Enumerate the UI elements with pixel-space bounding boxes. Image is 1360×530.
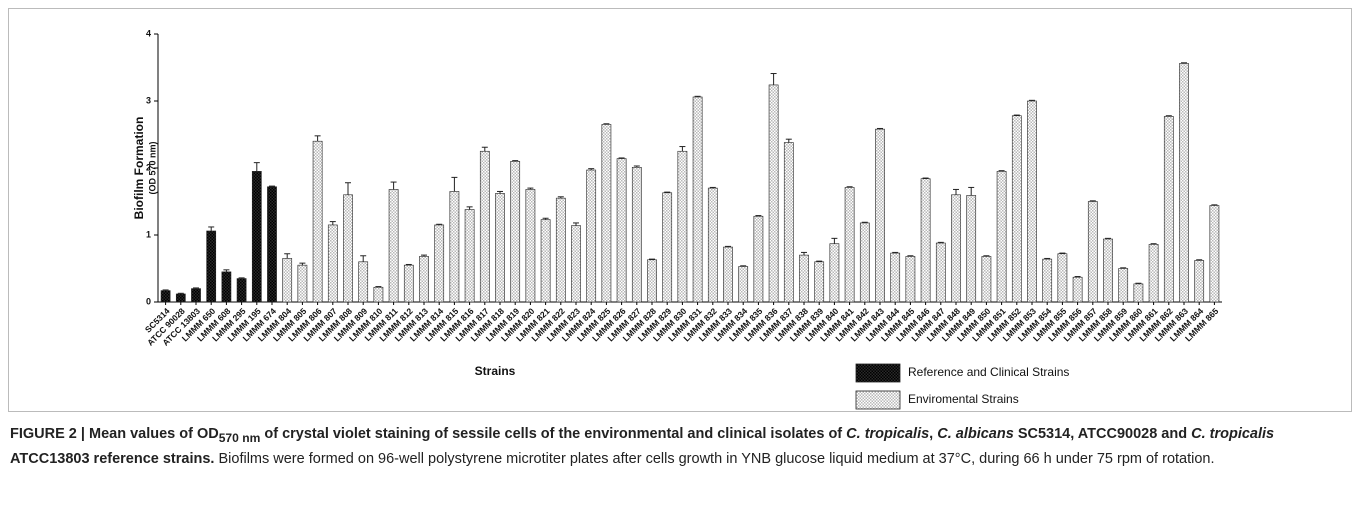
y-tick-label: 4	[146, 28, 151, 38]
bar	[799, 254, 809, 303]
bar	[267, 186, 277, 303]
bar	[388, 189, 399, 303]
caption-species: C. tropicalis	[1191, 426, 1275, 442]
bar	[616, 158, 627, 303]
bar	[647, 259, 657, 303]
bar	[783, 142, 794, 303]
legend-label: Enviromental Strains	[908, 392, 1019, 406]
bar	[1042, 258, 1053, 303]
bar	[495, 193, 505, 303]
bar	[768, 84, 779, 303]
chart: Biofilm Formation (OD 570 nm) Strains 0 1…	[132, 28, 1222, 410]
caption-text: Biofilms were formed on 96-well polystyr…	[214, 450, 1215, 467]
bar	[510, 161, 521, 303]
bar	[662, 192, 673, 303]
bar	[920, 178, 931, 303]
bar	[373, 286, 384, 303]
bar	[312, 140, 323, 303]
bar	[814, 261, 825, 303]
caption-title: FIGURE 2 | Mean values of OD570 nm of cr…	[10, 426, 1274, 467]
bar	[282, 258, 293, 303]
bar	[434, 224, 445, 303]
y-tick-label: 3	[146, 95, 151, 105]
bar	[297, 264, 308, 303]
bar	[1194, 260, 1205, 303]
bar	[1209, 205, 1220, 303]
x-axis-label: Strains	[475, 364, 516, 378]
bar	[935, 242, 946, 303]
bar	[692, 96, 703, 303]
caption-part: SC5314, ATCC90028 and	[1013, 426, 1192, 442]
bar	[358, 261, 369, 303]
bar	[905, 256, 916, 303]
caption-part: ,	[929, 426, 938, 442]
bar	[343, 194, 353, 303]
bar	[1087, 201, 1098, 303]
bar	[479, 150, 490, 303]
bar	[419, 256, 429, 303]
bar	[844, 187, 855, 303]
bar	[601, 124, 612, 303]
bar	[1103, 238, 1113, 303]
bar	[1072, 276, 1083, 303]
bar	[753, 215, 764, 303]
y-axis-sublabel: (OD 570 nm)	[147, 141, 157, 194]
caption: FIGURE 2 | Mean values of OD570 nm of cr…	[10, 424, 1350, 470]
bar	[631, 167, 642, 303]
bar	[1057, 253, 1068, 303]
caption-species: C. tropicalis	[846, 426, 930, 442]
caption-species: C. albicans	[937, 426, 1014, 442]
bar	[540, 219, 551, 303]
bar	[723, 246, 733, 303]
caption-sub: 570 nm	[218, 430, 261, 445]
bar	[1148, 244, 1159, 303]
bar	[191, 288, 201, 303]
figure-frame	[8, 8, 1352, 412]
bar	[859, 222, 870, 303]
bar	[981, 256, 992, 303]
bar	[236, 278, 247, 303]
bar	[829, 243, 840, 303]
y-axis-label: Biofilm Formation	[132, 117, 146, 220]
bar	[996, 171, 1007, 303]
bar	[1118, 268, 1129, 303]
bar	[707, 187, 718, 303]
bar	[1027, 100, 1037, 303]
y-tick-label: 2	[146, 162, 151, 172]
bar	[571, 225, 581, 303]
bar	[403, 264, 414, 303]
bar	[890, 252, 901, 303]
legend-label: Reference and Clinical Strains	[908, 365, 1069, 379]
bar	[966, 195, 977, 303]
bar	[875, 128, 885, 303]
bar	[586, 169, 597, 303]
caption-part: of crystal violet staining of sessile ce…	[260, 426, 847, 442]
legend-swatch	[855, 363, 901, 383]
bar	[251, 171, 262, 303]
caption-part: FIGURE 2 | Mean values of OD	[10, 426, 219, 442]
bar	[525, 189, 536, 303]
bar	[464, 209, 475, 303]
y-tick-label: 0	[146, 296, 151, 306]
bar	[160, 290, 171, 303]
legend-swatch	[855, 390, 901, 410]
bar	[1163, 116, 1174, 303]
bar	[951, 194, 961, 303]
y-tick-label: 1	[146, 229, 151, 239]
bar	[677, 150, 688, 303]
bar	[206, 230, 217, 303]
caption-part: ATCC13803 reference strains.	[10, 450, 215, 467]
bar	[555, 197, 566, 303]
bar	[738, 266, 749, 303]
bar	[1179, 63, 1189, 303]
bar	[449, 191, 460, 303]
bar	[327, 224, 338, 303]
bar	[221, 271, 232, 303]
bar	[175, 293, 186, 303]
bar	[1133, 283, 1144, 303]
bar	[1011, 115, 1022, 303]
